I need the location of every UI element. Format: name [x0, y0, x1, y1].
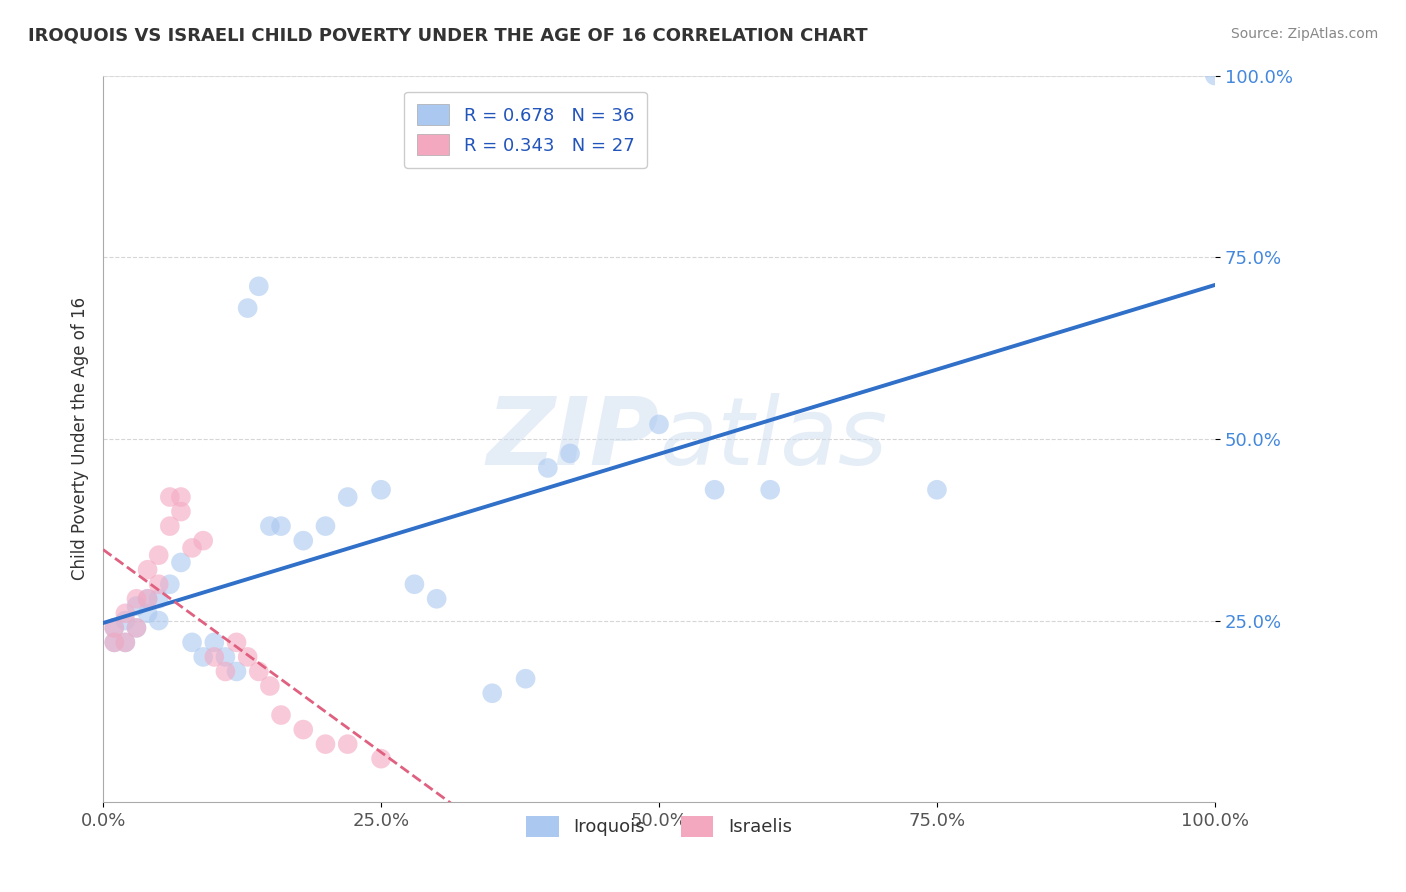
Point: [148, 548, 170, 562]
Point: [193, 533, 215, 548]
Point: [259, 519, 281, 533]
Point: [159, 519, 181, 533]
Point: [558, 446, 581, 460]
Point: [925, 483, 948, 497]
Point: [136, 607, 159, 621]
Point: [759, 483, 782, 497]
Point: [125, 591, 148, 606]
Point: [136, 591, 159, 606]
Point: [537, 461, 560, 475]
Point: [170, 490, 193, 504]
Point: [202, 635, 225, 649]
Point: [114, 614, 136, 628]
Point: [270, 708, 292, 723]
Point: [103, 635, 125, 649]
Point: [148, 614, 170, 628]
Point: [193, 649, 215, 664]
Point: [314, 737, 336, 751]
Point: [1204, 69, 1226, 83]
Point: [114, 635, 136, 649]
Point: [247, 279, 270, 293]
Point: [103, 621, 125, 635]
Point: [114, 635, 136, 649]
Point: [225, 665, 247, 679]
Point: [148, 577, 170, 591]
Point: [292, 533, 315, 548]
Point: [225, 635, 247, 649]
Point: [159, 490, 181, 504]
Point: [370, 752, 392, 766]
Point: [114, 607, 136, 621]
Text: ZIP: ZIP: [486, 392, 659, 485]
Point: [103, 635, 125, 649]
Point: [314, 519, 336, 533]
Point: [648, 417, 671, 432]
Point: [181, 635, 204, 649]
Point: [214, 665, 236, 679]
Point: [404, 577, 426, 591]
Point: [247, 665, 270, 679]
Point: [125, 621, 148, 635]
Point: [336, 737, 359, 751]
Point: [136, 591, 159, 606]
Point: [336, 490, 359, 504]
Point: [426, 591, 449, 606]
Point: [170, 556, 193, 570]
Point: [292, 723, 315, 737]
Point: [202, 649, 225, 664]
Point: [259, 679, 281, 693]
Y-axis label: Child Poverty Under the Age of 16: Child Poverty Under the Age of 16: [72, 297, 89, 581]
Point: [136, 563, 159, 577]
Point: [125, 621, 148, 635]
Legend: Iroquois, Israelis: Iroquois, Israelis: [519, 809, 799, 844]
Point: [125, 599, 148, 613]
Point: [181, 541, 204, 555]
Text: IROQUOIS VS ISRAELI CHILD POVERTY UNDER THE AGE OF 16 CORRELATION CHART: IROQUOIS VS ISRAELI CHILD POVERTY UNDER …: [28, 27, 868, 45]
Point: [270, 519, 292, 533]
Point: [170, 505, 193, 519]
Point: [515, 672, 537, 686]
Point: [370, 483, 392, 497]
Text: Source: ZipAtlas.com: Source: ZipAtlas.com: [1230, 27, 1378, 41]
Point: [159, 577, 181, 591]
Point: [481, 686, 503, 700]
Point: [236, 301, 259, 315]
Point: [214, 649, 236, 664]
Point: [148, 591, 170, 606]
Point: [103, 621, 125, 635]
Text: atlas: atlas: [659, 393, 887, 484]
Point: [236, 649, 259, 664]
Point: [703, 483, 725, 497]
